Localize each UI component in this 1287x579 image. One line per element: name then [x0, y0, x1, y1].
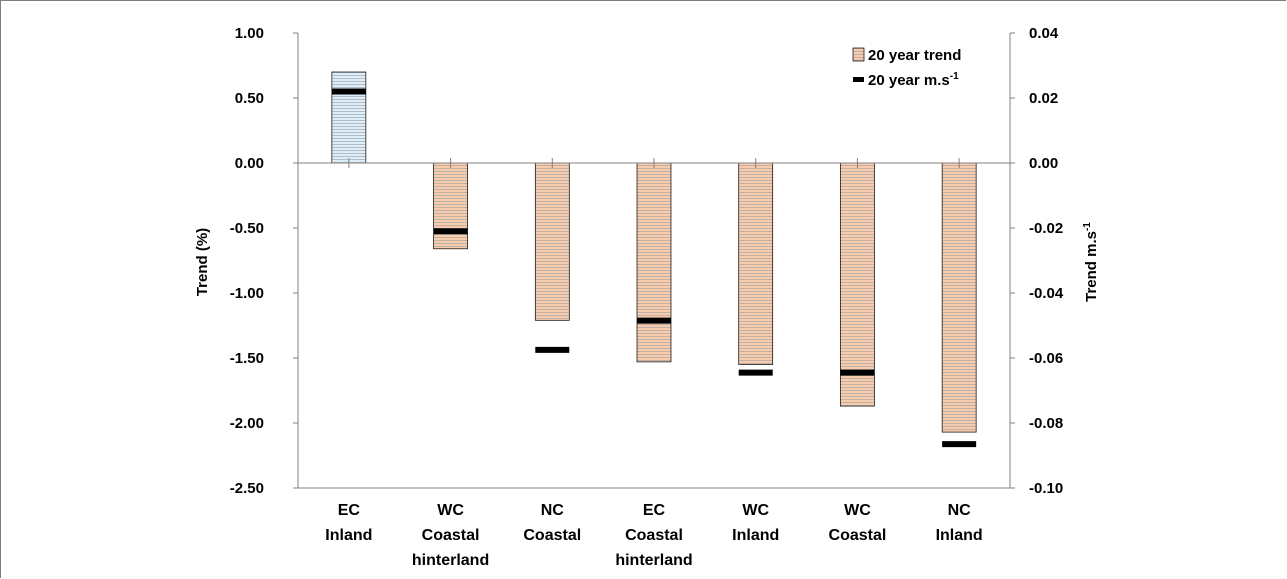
- legend-label-ms: 20 year m.s-1: [868, 71, 959, 89]
- trend-bar: [941, 162, 977, 433]
- y-tick-label: -1.50: [230, 350, 264, 367]
- legend-label-ms-superscript: -1: [950, 71, 959, 82]
- y2-tick-label: -0.04: [1029, 285, 1064, 302]
- y-tick-label: -1.00: [230, 285, 264, 302]
- category-label: Inland: [732, 527, 779, 544]
- category-label: WC: [844, 502, 871, 519]
- ms-marker: [637, 317, 671, 324]
- category-label: hinterland: [615, 552, 692, 569]
- y2-axis-label-superscript: -1: [1082, 222, 1093, 231]
- y-tick-label: 0.00: [235, 155, 264, 172]
- y2-tick-label: -0.08: [1029, 415, 1063, 432]
- legend-swatch-trend: [852, 47, 865, 62]
- category-label: Coastal: [625, 527, 683, 544]
- trend-bar: [636, 162, 672, 363]
- category-label: Inland: [936, 527, 983, 544]
- category-label: EC: [338, 502, 361, 519]
- y2-tick-label: 0.02: [1029, 90, 1058, 107]
- y-tick-label: 1.00: [235, 25, 264, 42]
- legend-label-trend: 20 year trend: [868, 47, 961, 64]
- y2-tick-label: -0.02: [1029, 220, 1063, 237]
- ms-marker: [535, 346, 570, 353]
- category-label: WC: [437, 502, 464, 519]
- category-label: EC: [643, 502, 666, 519]
- category-label: Coastal: [829, 527, 887, 544]
- trend-bar: [534, 162, 570, 321]
- category-label: NC: [948, 502, 972, 519]
- y-tick-label: 0.50: [235, 90, 264, 107]
- legend-marker-ms: [853, 77, 864, 82]
- ms-marker: [942, 441, 977, 448]
- y2-tick-label: -0.10: [1029, 480, 1063, 497]
- ms-marker: [840, 369, 875, 376]
- category-label: NC: [541, 502, 565, 519]
- y2-tick-label: 0.04: [1029, 25, 1059, 42]
- category-label: WC: [742, 502, 769, 519]
- y2-tick-label: 0.00: [1029, 155, 1058, 172]
- category-label: hinterland: [412, 552, 489, 569]
- y2-axis-label: Trend m.s-1: [1082, 222, 1100, 302]
- trend-bar: [433, 162, 468, 250]
- ms-marker: [738, 369, 773, 376]
- y-tick-label: -0.50: [230, 220, 264, 237]
- y2-tick-label: -0.06: [1029, 350, 1063, 367]
- ms-marker: [433, 228, 468, 235]
- y-axis-label: Trend (%): [194, 228, 211, 296]
- trend-bar: [738, 162, 774, 365]
- y-tick-label: -2.00: [230, 415, 264, 432]
- category-label: Inland: [325, 527, 372, 544]
- y-tick-label: -2.50: [230, 480, 264, 497]
- ms-marker: [331, 88, 366, 95]
- trend-bar: [331, 71, 367, 164]
- category-label: Coastal: [523, 527, 581, 544]
- category-label: Coastal: [422, 527, 480, 544]
